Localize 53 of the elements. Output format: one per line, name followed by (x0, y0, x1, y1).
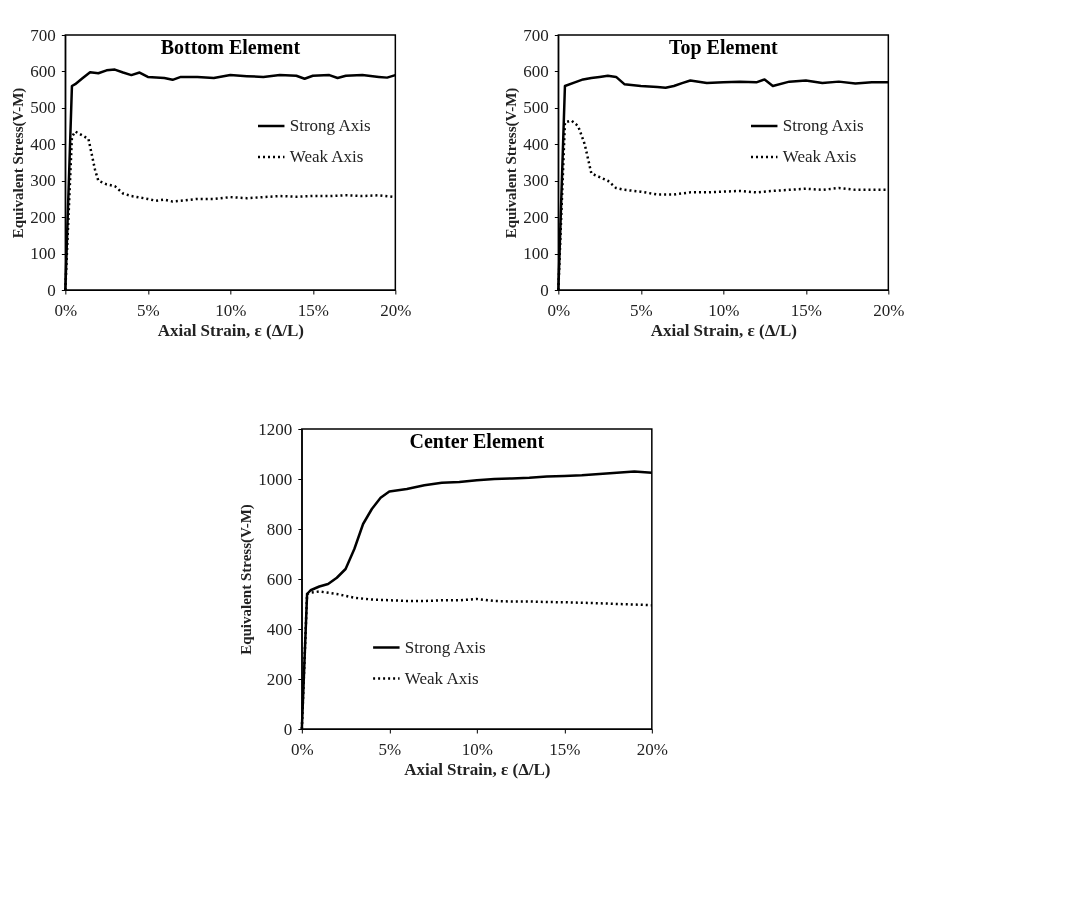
chart-title: Center Element (409, 430, 545, 452)
y-tick-label: 1200 (258, 419, 293, 439)
y-tick-label: 200 (523, 207, 549, 227)
x-tick-label: 5% (137, 300, 160, 320)
y-tick-label: 600 (30, 61, 56, 81)
x-tick-label: 10% (215, 300, 247, 320)
x-tick-label: 15% (297, 300, 329, 320)
y-tick-label: 600 (266, 569, 293, 589)
y-tick-label: 0 (47, 280, 56, 300)
legend-label: Strong Axis (782, 116, 864, 135)
y-tick-label: 200 (266, 669, 293, 689)
x-tick-label: 0% (291, 739, 314, 759)
legend-label: Weak Axis (404, 668, 479, 688)
legend-label: Weak Axis (289, 147, 364, 166)
x-tick-label: 20% (636, 739, 668, 759)
y-tick-label: 700 (30, 25, 56, 45)
x-tick-label: 5% (630, 300, 653, 320)
y-tick-label: 0 (283, 719, 293, 739)
y-tick-label: 400 (266, 619, 293, 639)
y-tick-label: 500 (523, 98, 549, 118)
x-tick-label: 0% (547, 300, 571, 320)
chart-title: Bottom Element (160, 36, 301, 58)
x-tick-label: 10% (461, 739, 493, 759)
y-tick-label: 0 (540, 280, 549, 300)
x-tick-label: 15% (790, 300, 822, 320)
y-tick-label: 300 (30, 171, 56, 191)
legend-label: Strong Axis (404, 637, 486, 657)
x-tick-label: 0% (54, 300, 78, 320)
y-tick-label: 600 (523, 61, 549, 81)
y-tick-label: 100 (523, 244, 549, 264)
x-tick-label: 15% (549, 739, 581, 759)
y-tick-label: 400 (30, 134, 56, 154)
x-tick-label: 10% (708, 300, 740, 320)
y-tick-label: 1000 (258, 469, 293, 489)
x-tick-label: 20% (873, 300, 905, 320)
y-tick-label: 300 (523, 171, 549, 191)
x-axis-title: Axial Strain, ε (Δ/L) (650, 320, 798, 340)
y-axis-title: Equivalent Stress(V-M) (238, 504, 256, 655)
y-axis-title: Equivalent Stress(V-M) (503, 87, 521, 239)
y-tick-label: 200 (30, 207, 56, 227)
y-tick-label: 800 (266, 519, 293, 539)
y-tick-label: 400 (523, 134, 549, 154)
x-tick-label: 20% (380, 300, 412, 320)
y-tick-label: 100 (30, 244, 56, 264)
x-axis-title: Axial Strain, ε (Δ/L) (404, 759, 551, 779)
x-tick-label: 5% (378, 739, 402, 759)
y-tick-label: 500 (30, 98, 56, 118)
legend-label: Strong Axis (289, 116, 371, 135)
chart-title: Top Element (668, 36, 779, 59)
y-tick-label: 700 (523, 25, 549, 45)
y-axis-title: Equivalent Stress(V-M) (10, 87, 28, 239)
x-axis-title: Axial Strain, ε (Δ/L) (157, 320, 305, 340)
legend-label: Weak Axis (782, 147, 857, 166)
